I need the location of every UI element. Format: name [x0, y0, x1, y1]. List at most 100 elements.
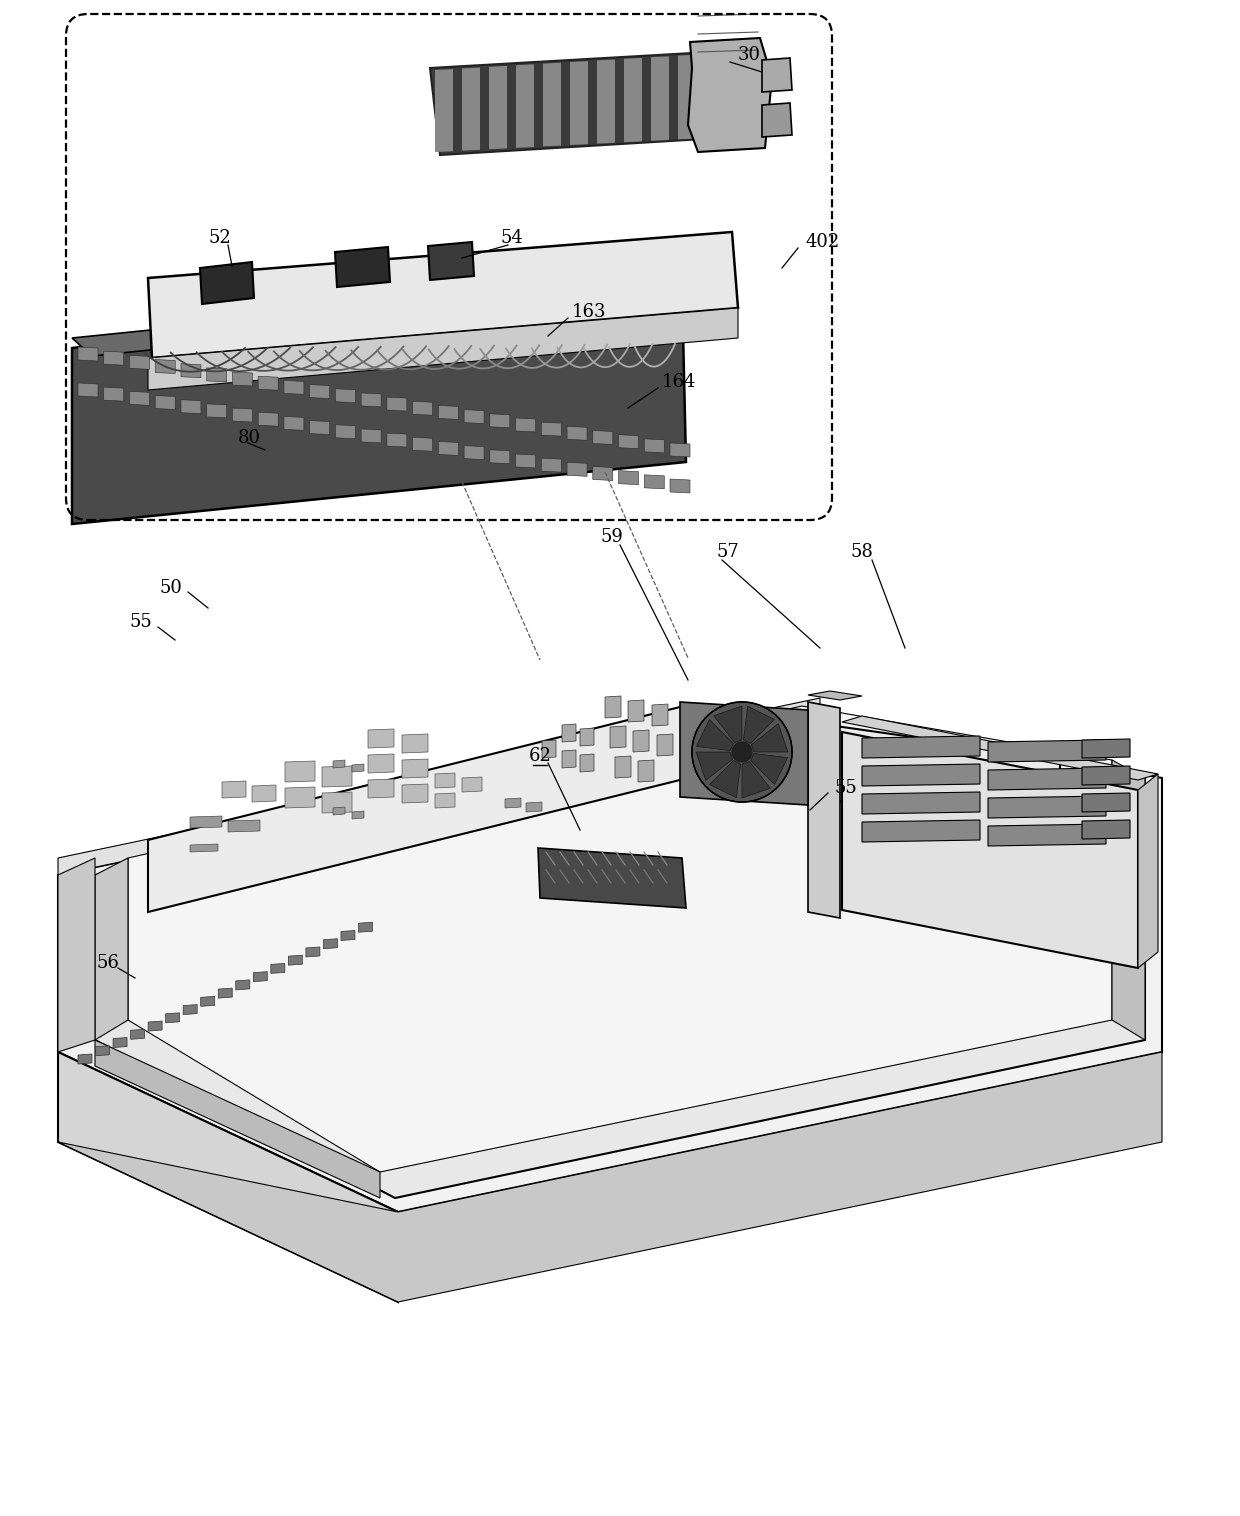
- Text: 163: 163: [572, 303, 606, 321]
- Polygon shape: [285, 787, 315, 808]
- Polygon shape: [697, 720, 734, 750]
- Polygon shape: [58, 858, 95, 1052]
- Text: 59: 59: [600, 528, 624, 546]
- Text: 402: 402: [805, 233, 839, 252]
- Text: 62: 62: [528, 747, 552, 766]
- Polygon shape: [505, 797, 521, 808]
- Polygon shape: [562, 725, 577, 741]
- Polygon shape: [490, 450, 510, 464]
- Polygon shape: [678, 55, 696, 139]
- Polygon shape: [104, 352, 124, 365]
- Polygon shape: [988, 740, 1106, 763]
- Polygon shape: [155, 359, 175, 373]
- Polygon shape: [645, 475, 665, 488]
- Polygon shape: [232, 371, 253, 387]
- Polygon shape: [289, 955, 303, 966]
- Polygon shape: [148, 705, 1060, 913]
- Polygon shape: [181, 364, 201, 377]
- Polygon shape: [742, 761, 770, 797]
- Polygon shape: [78, 1054, 92, 1064]
- Polygon shape: [680, 702, 808, 805]
- Polygon shape: [335, 247, 391, 287]
- Polygon shape: [580, 728, 594, 746]
- Polygon shape: [200, 262, 254, 305]
- Polygon shape: [310, 420, 330, 435]
- Polygon shape: [763, 58, 792, 92]
- Polygon shape: [605, 696, 621, 719]
- Text: 55: 55: [129, 612, 153, 631]
- Polygon shape: [596, 59, 615, 144]
- Polygon shape: [72, 287, 686, 525]
- Polygon shape: [368, 729, 394, 747]
- Polygon shape: [670, 479, 689, 493]
- Polygon shape: [526, 802, 542, 813]
- Polygon shape: [567, 426, 587, 440]
- Polygon shape: [95, 858, 128, 1040]
- Polygon shape: [670, 443, 689, 456]
- Polygon shape: [538, 847, 686, 908]
- Polygon shape: [430, 52, 720, 155]
- Polygon shape: [988, 796, 1106, 819]
- Circle shape: [732, 741, 751, 763]
- Polygon shape: [593, 431, 613, 444]
- Polygon shape: [222, 781, 246, 797]
- Polygon shape: [543, 62, 560, 147]
- Polygon shape: [435, 793, 455, 808]
- Polygon shape: [324, 938, 337, 949]
- Polygon shape: [696, 752, 733, 781]
- Polygon shape: [435, 70, 453, 152]
- Polygon shape: [988, 825, 1106, 846]
- Polygon shape: [368, 753, 394, 773]
- Polygon shape: [387, 434, 407, 447]
- Polygon shape: [218, 988, 232, 998]
- Polygon shape: [232, 408, 253, 421]
- Text: 52: 52: [208, 229, 232, 247]
- Polygon shape: [651, 56, 670, 141]
- Polygon shape: [567, 462, 587, 476]
- Polygon shape: [148, 1022, 162, 1031]
- Polygon shape: [361, 429, 381, 443]
- Polygon shape: [352, 811, 365, 819]
- Polygon shape: [842, 732, 1138, 969]
- Polygon shape: [463, 778, 482, 791]
- Polygon shape: [129, 391, 150, 405]
- Polygon shape: [334, 760, 345, 769]
- Polygon shape: [610, 726, 626, 747]
- Polygon shape: [615, 756, 631, 778]
- Polygon shape: [652, 703, 668, 726]
- Polygon shape: [1138, 775, 1158, 969]
- Polygon shape: [322, 791, 352, 813]
- Polygon shape: [542, 421, 562, 437]
- Polygon shape: [1083, 820, 1130, 838]
- Polygon shape: [709, 761, 740, 797]
- Polygon shape: [104, 387, 124, 402]
- Polygon shape: [516, 453, 536, 468]
- Polygon shape: [128, 706, 1112, 1172]
- Polygon shape: [258, 376, 278, 390]
- Text: 55: 55: [835, 779, 857, 797]
- Polygon shape: [516, 64, 534, 147]
- Polygon shape: [252, 785, 277, 802]
- Polygon shape: [284, 381, 304, 394]
- Polygon shape: [190, 816, 222, 828]
- Polygon shape: [657, 734, 673, 756]
- Text: 80: 80: [238, 429, 260, 447]
- Polygon shape: [688, 38, 773, 152]
- Polygon shape: [270, 963, 285, 973]
- Polygon shape: [58, 697, 820, 875]
- Polygon shape: [236, 979, 249, 990]
- Polygon shape: [166, 1013, 180, 1023]
- Polygon shape: [322, 766, 352, 787]
- Polygon shape: [413, 402, 433, 415]
- Polygon shape: [402, 734, 428, 753]
- Polygon shape: [619, 470, 639, 485]
- Polygon shape: [1083, 793, 1130, 813]
- Polygon shape: [808, 691, 862, 700]
- Polygon shape: [428, 243, 474, 280]
- Text: 58: 58: [851, 543, 873, 561]
- Polygon shape: [95, 1046, 109, 1055]
- Polygon shape: [435, 773, 455, 788]
- Polygon shape: [490, 414, 510, 428]
- Polygon shape: [78, 384, 98, 397]
- Polygon shape: [335, 424, 356, 438]
